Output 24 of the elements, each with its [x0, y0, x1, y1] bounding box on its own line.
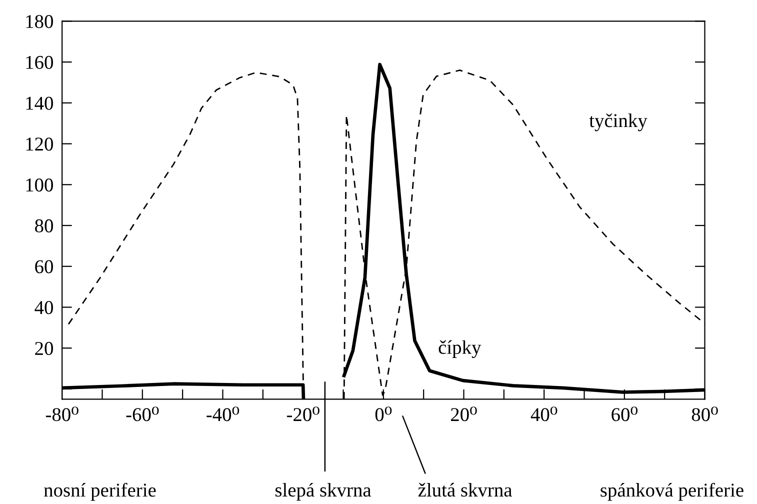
x-tick-label: 40⁰ [530, 406, 558, 422]
x-tick-label: -80⁰ [46, 406, 78, 422]
text: tyčinky [589, 113, 648, 132]
x-tick-label: 20⁰ [450, 406, 477, 422]
text: slepá skvrna [275, 482, 372, 501]
x-tick-label: -40⁰ [206, 406, 240, 422]
y-tick-label: 160 [26, 56, 53, 69]
y-tick-label: 180 [26, 14, 53, 28]
y-tick-label: 80 [35, 219, 53, 232]
text: žlutá skvrna [418, 482, 512, 497]
y-tick-label: 60 [35, 260, 53, 274]
text: spánková periferie [600, 482, 744, 501]
x-tick-label: -20⁰ [286, 406, 320, 422]
y-tick-label: 140 [26, 96, 53, 110]
x-tick-label: 60⁰ [612, 406, 638, 422]
y-tick-label: 120 [26, 138, 53, 151]
y-tick-label: 20 [35, 342, 53, 356]
x-tick-label: 0⁰ [375, 406, 392, 422]
x-tick-label: 80⁰ [692, 406, 718, 422]
text: nosní periferie [44, 482, 156, 501]
series-label: čípky [438, 340, 482, 358]
y-tick-label: 100 [26, 178, 53, 192]
x-tick-label: -60⁰ [126, 406, 159, 422]
y-tick-label: 40 [34, 301, 53, 314]
